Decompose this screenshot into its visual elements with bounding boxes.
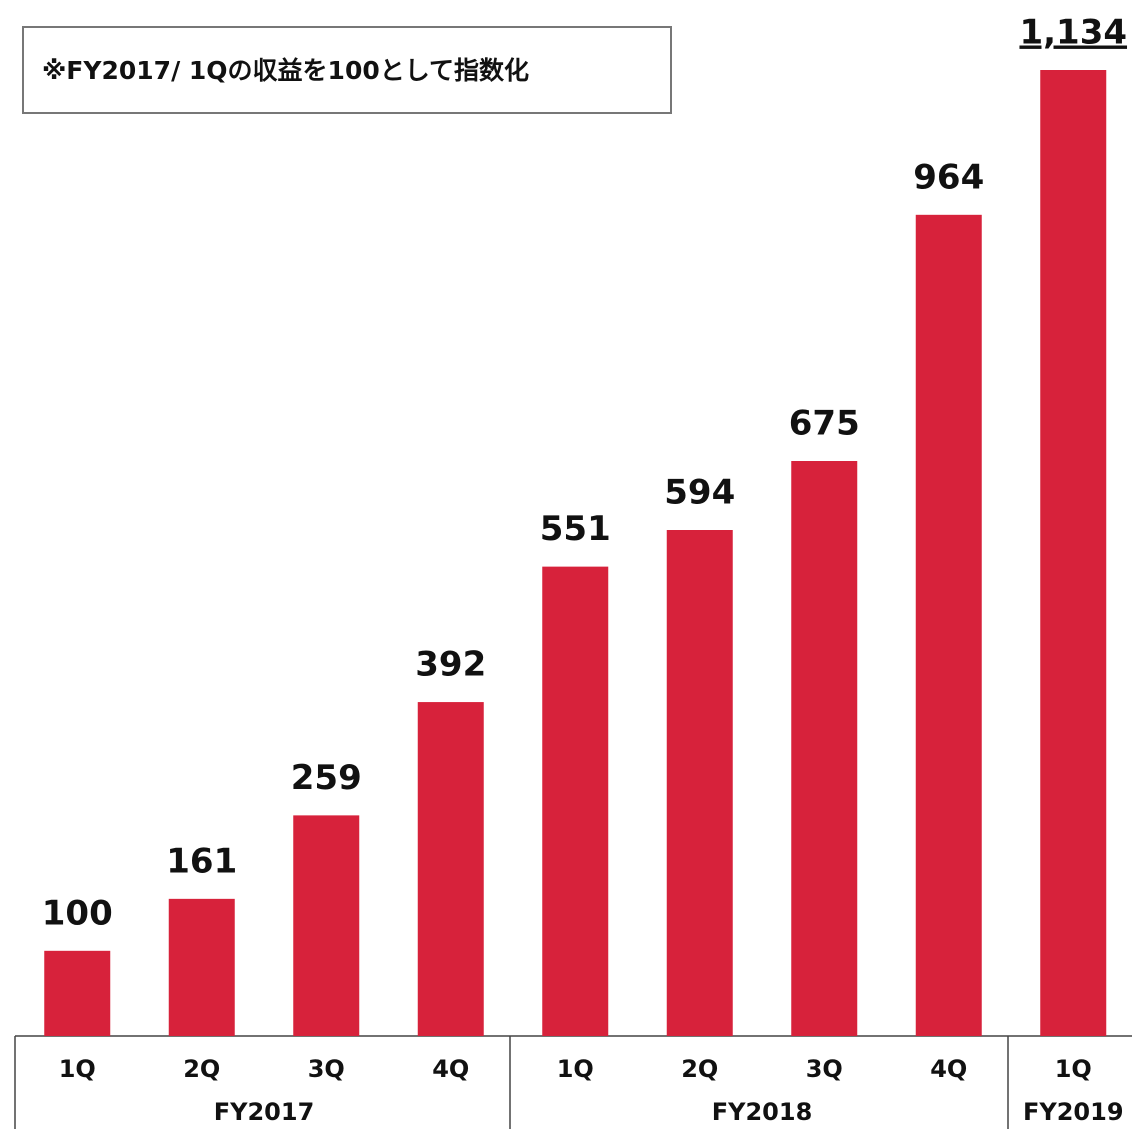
data-label: 100 [42,893,113,933]
annotation-box [22,26,672,114]
bar [417,702,484,1036]
x-tick-label: 4Q [930,1055,967,1083]
bar [168,898,235,1036]
x-tick-label: 3Q [308,1055,345,1083]
x-tick-label: 2Q [183,1055,220,1083]
bar [44,950,111,1036]
data-label: 392 [415,645,486,685]
data-label: 551 [540,509,611,549]
annotation: ※FY2017/ 1Qの収益を100として指数化 [42,56,529,85]
data-label: 594 [664,473,735,513]
group-label: FY2019 [1023,1098,1124,1126]
x-tick-label: 4Q [432,1055,469,1083]
data-label: 161 [166,841,237,881]
data-label: 259 [291,758,362,798]
x-tick-label: 1Q [59,1055,96,1083]
x-tick-label: 1Q [1055,1055,1092,1083]
group-label: FY2017 [214,1098,315,1126]
bar [915,214,982,1036]
data-label: 964 [913,157,984,197]
bar [666,530,733,1036]
x-tick-label: 1Q [557,1055,594,1083]
bar [542,566,609,1036]
data-label: 675 [789,404,860,444]
data-label: 1,134 [1019,13,1127,53]
x-tick-label: 2Q [681,1055,718,1083]
bar [293,815,360,1036]
x-tick-label: 3Q [806,1055,843,1083]
bar [1040,70,1107,1036]
group-label: FY2018 [712,1098,813,1126]
bar [791,461,858,1036]
